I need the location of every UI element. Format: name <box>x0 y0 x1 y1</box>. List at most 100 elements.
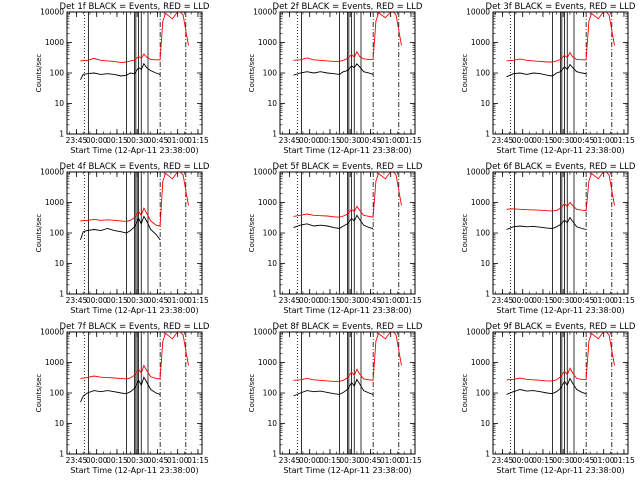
x-tick-label: 00:15 <box>106 136 128 145</box>
series-lld-line <box>80 332 189 380</box>
plot-area <box>506 12 615 134</box>
series-events-line <box>506 377 587 395</box>
plot-area <box>293 332 402 454</box>
plot-frame <box>492 331 629 455</box>
panel-8: Det 8f BLACK = Events, RED = LLD Counts/s… <box>248 322 423 475</box>
panel-7: Det 7f BLACK = Events, RED = LLD Counts/s… <box>35 322 210 475</box>
x-tick-label: 00:00 <box>299 296 321 305</box>
series-lld-line <box>80 12 189 64</box>
x-tick-label: 00:15 <box>319 296 341 305</box>
panel-3: Det 3f BLACK = Events, RED = LLD Counts/s… <box>461 2 636 155</box>
series-lld-line <box>506 172 615 212</box>
x-tick-label: 00:00 <box>512 136 534 145</box>
y-tick-label: 10 <box>267 259 277 268</box>
y-tick-label: 10 <box>480 419 490 428</box>
y-axis-label: Counts/sec <box>461 374 469 413</box>
plot-area <box>506 172 615 294</box>
y-tick-label: 10 <box>54 99 64 108</box>
y-tick-label: 10 <box>54 259 64 268</box>
panel-title: Det 5f BLACK = Events, RED = LLD <box>273 162 423 172</box>
plot-frame <box>66 11 203 135</box>
plot-area <box>80 12 189 134</box>
x-axis-label: Start Time (12-Apr-11 23:38:00) <box>283 146 411 155</box>
x-tick-label: 00:00 <box>299 456 321 465</box>
plot-frame <box>279 171 416 295</box>
y-tick-label: 100 <box>263 389 278 398</box>
series-events-line <box>80 62 161 81</box>
y-tick-label: 100 <box>50 389 65 398</box>
x-tick-label: 23:45 <box>66 296 88 305</box>
x-tick-label: 00:30 <box>339 296 361 305</box>
x-tick-label: 01:15 <box>400 136 422 145</box>
x-tick-label: 01:15 <box>613 136 635 145</box>
x-tick-label: 00:00 <box>512 296 534 305</box>
y-tick-label: 10000 <box>40 328 64 337</box>
x-tick-label: 00:15 <box>106 456 128 465</box>
y-tick-label: 1000 <box>258 38 277 47</box>
x-tick-label: 01:00 <box>380 296 402 305</box>
y-tick-label: 10000 <box>40 8 64 17</box>
panel-title: Det 8f BLACK = Events, RED = LLD <box>273 322 423 332</box>
x-tick-label: 23:45 <box>279 136 301 145</box>
panel-title: Det 3f BLACK = Events, RED = LLD <box>486 2 636 12</box>
x-axis-label: Start Time (12-Apr-11 23:38:00) <box>283 466 411 475</box>
x-tick-label: 00:45 <box>360 456 382 465</box>
x-axis-label: Start Time (12-Apr-11 23:38:00) <box>496 466 624 475</box>
y-axis-label: Counts/sec <box>35 374 43 413</box>
x-tick-label: 00:15 <box>106 296 128 305</box>
x-tick-label: 01:15 <box>613 456 635 465</box>
x-axis-label: Start Time (12-Apr-11 23:38:00) <box>70 466 198 475</box>
y-tick-label: 100 <box>263 69 278 78</box>
x-tick-label: 01:15 <box>400 296 422 305</box>
y-tick-label: 1 <box>272 130 277 139</box>
x-tick-label: 01:00 <box>380 136 402 145</box>
plot-frame <box>66 331 203 455</box>
x-tick-label: 00:15 <box>532 296 554 305</box>
x-tick-label: 23:45 <box>66 456 88 465</box>
y-tick-label: 1000 <box>258 358 277 367</box>
y-tick-label: 1000 <box>258 198 277 207</box>
panel-5: Det 5f BLACK = Events, RED = LLD Counts/s… <box>248 162 423 315</box>
x-axis-label: Start Time (12-Apr-11 23:38:00) <box>70 146 198 155</box>
y-tick-label: 1000 <box>471 358 490 367</box>
x-tick-label: 00:30 <box>339 136 361 145</box>
series-events-line <box>293 378 374 397</box>
y-axis-label: Counts/sec <box>35 214 43 253</box>
series-lld-line <box>506 332 615 382</box>
y-tick-label: 10000 <box>253 8 277 17</box>
y-axis-label: Counts/sec <box>461 214 469 253</box>
x-tick-label: 00:15 <box>532 456 554 465</box>
panel-2: Det 2f BLACK = Events, RED = LLD Counts/s… <box>248 2 423 155</box>
x-axis-label: Start Time (12-Apr-11 23:38:00) <box>70 306 198 315</box>
x-axis-label: Start Time (12-Apr-11 23:38:00) <box>496 146 624 155</box>
x-tick-label: 01:00 <box>167 456 189 465</box>
y-axis-label: Counts/sec <box>248 54 256 93</box>
x-tick-label: 23:45 <box>492 136 514 145</box>
panel-6: Det 6f BLACK = Events, RED = LLD Counts/s… <box>461 162 636 315</box>
x-tick-label: 00:45 <box>360 136 382 145</box>
y-tick-label: 100 <box>50 69 65 78</box>
series-events-line <box>506 216 587 230</box>
x-tick-label: 01:00 <box>380 456 402 465</box>
x-tick-label: 23:45 <box>492 456 514 465</box>
y-tick-label: 10000 <box>40 168 64 177</box>
y-tick-label: 1000 <box>45 38 64 47</box>
x-tick-label: 01:15 <box>187 456 209 465</box>
plot-area <box>80 172 189 294</box>
x-tick-label: 00:45 <box>147 296 169 305</box>
panel-4: Det 4f BLACK = Events, RED = LLD Counts/s… <box>35 162 210 315</box>
x-tick-label: 00:30 <box>552 296 574 305</box>
x-tick-label: 00:30 <box>126 456 148 465</box>
plot-frame <box>279 331 416 455</box>
y-tick-label: 100 <box>476 69 491 78</box>
y-tick-label: 10000 <box>253 328 277 337</box>
y-tick-label: 10000 <box>466 168 490 177</box>
x-axis-label: Start Time (12-Apr-11 23:38:00) <box>496 306 624 315</box>
y-tick-label: 10 <box>480 259 490 268</box>
plot-area <box>293 172 402 294</box>
x-tick-label: 00:00 <box>86 296 108 305</box>
x-tick-label: 23:45 <box>66 136 88 145</box>
y-tick-label: 1000 <box>471 198 490 207</box>
x-tick-label: 00:30 <box>552 456 574 465</box>
